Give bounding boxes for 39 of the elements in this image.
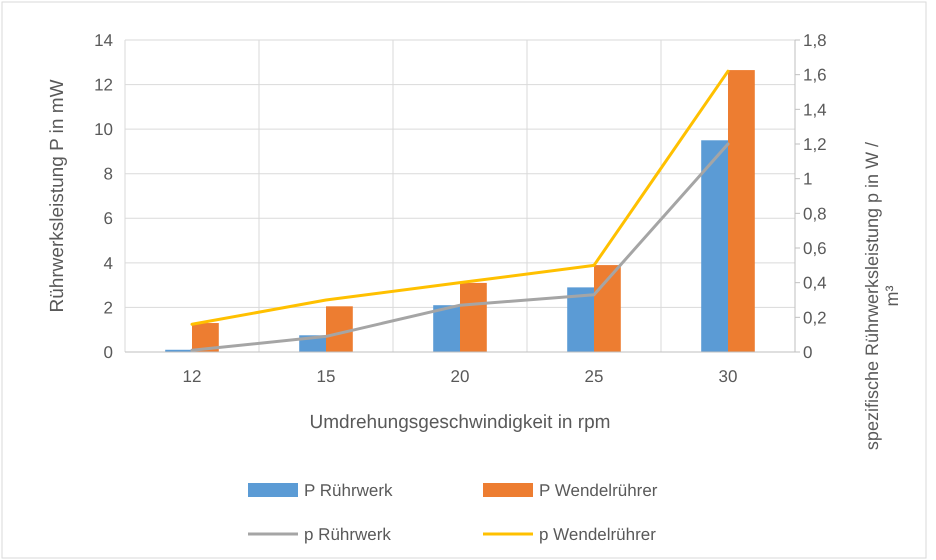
- legend-label: p Rührwerk: [304, 524, 392, 544]
- line-series: [190, 70, 730, 326]
- legend-label: P Wendelrührer: [539, 480, 658, 500]
- x-tick-label: 15: [316, 367, 336, 386]
- y-tick-label: 8: [104, 164, 113, 184]
- bar: [701, 140, 728, 352]
- y-tick-label: 2: [104, 298, 113, 318]
- x-tick-label: 25: [584, 367, 604, 386]
- line-series: [190, 142, 730, 352]
- y2-tick-label: 1,4: [803, 100, 827, 120]
- bar: [594, 265, 621, 352]
- y2-tick-label: 0,6: [803, 238, 827, 258]
- y2-tick-label: 1,6: [803, 66, 827, 85]
- y2-tick-label: 0,8: [803, 204, 827, 224]
- x-tick-label: 12: [182, 367, 202, 386]
- bar: [567, 287, 594, 352]
- x-tick-label: 30: [718, 367, 738, 386]
- bar: [728, 70, 755, 352]
- x-tick-label: 20: [450, 367, 470, 386]
- y2-tick-label: 0: [803, 342, 812, 362]
- y2-tick-label: 1,2: [803, 134, 827, 154]
- y-tick-label: 4: [104, 254, 113, 273]
- y-tick-label: 12: [94, 76, 113, 95]
- y2-tick-label: 1,8: [803, 30, 827, 50]
- y2-tick-label: 0,4: [803, 274, 827, 293]
- bar: [326, 306, 353, 352]
- y-tick-label: 6: [104, 209, 113, 228]
- y-tick-label: 14: [94, 30, 113, 50]
- y2-tick-label: 1: [803, 170, 812, 189]
- legend-label: p Wendelrührer: [539, 524, 656, 544]
- bar: [433, 305, 460, 352]
- y-axis-title: Rührwerksleistung P in mW: [47, 79, 68, 313]
- y2-axis-title: spezifische Rührwerksleistung p in W / m³: [862, 142, 902, 450]
- x-axis-title: Umdrehungsgeschwindigkeit in rpm: [310, 412, 610, 433]
- legend-label: P Rührwerk: [304, 480, 393, 500]
- y2-tick-label: 0,2: [803, 308, 827, 328]
- y-tick-label: 0: [104, 342, 113, 362]
- y-tick-label: 10: [94, 120, 113, 140]
- bar: [460, 282, 487, 352]
